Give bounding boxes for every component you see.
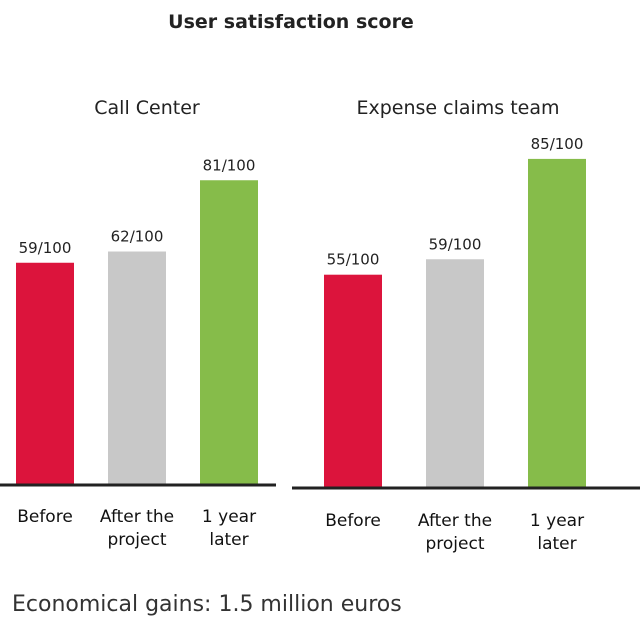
category-label: Before [325, 511, 381, 531]
bar-later [528, 158, 586, 487]
bar-after [426, 259, 484, 487]
chart-panel-2: Expense claims team 55/100 Before 59/100 Aft… [292, 97, 640, 554]
chart-title: User satisfaction score [168, 11, 414, 33]
category-label-line: later [537, 534, 576, 554]
category-label-line: After the [418, 511, 492, 531]
category-label-line: 1 year [202, 507, 256, 527]
category-label: After the project [418, 511, 492, 554]
value-label: 59/100 [429, 235, 482, 253]
category-label: 1 year later [202, 507, 256, 550]
category-label-line: project [425, 534, 484, 554]
category-label-line: Before [17, 507, 73, 527]
category-label-line: 1 year [530, 511, 584, 531]
value-label: 62/100 [111, 228, 164, 246]
category-label: 1 year later [530, 511, 584, 554]
category-label-line: project [107, 530, 166, 550]
category-label: Before [17, 507, 73, 527]
economical-gains-note: Economical gains: 1.5 million euros [12, 592, 402, 617]
value-label: 55/100 [327, 251, 380, 269]
value-label: 81/100 [203, 156, 256, 174]
category-label-line: Before [325, 511, 381, 531]
bar-before [16, 262, 74, 484]
chart-panels: Call Center 59/100 Before 62/100 After the pr… [0, 97, 640, 554]
panel-title: Expense claims team [356, 97, 559, 119]
bar-later [200, 180, 258, 484]
category-label: After the project [100, 507, 174, 550]
category-label-line: After the [100, 507, 174, 527]
bar-before [324, 274, 382, 487]
value-label: 59/100 [19, 239, 72, 257]
category-label-line: later [209, 530, 248, 550]
panel-title: Call Center [94, 97, 200, 119]
chart-panel-1: Call Center 59/100 Before 62/100 After the pr… [0, 97, 276, 550]
value-label: 85/100 [531, 135, 584, 153]
bar-after [108, 251, 166, 484]
